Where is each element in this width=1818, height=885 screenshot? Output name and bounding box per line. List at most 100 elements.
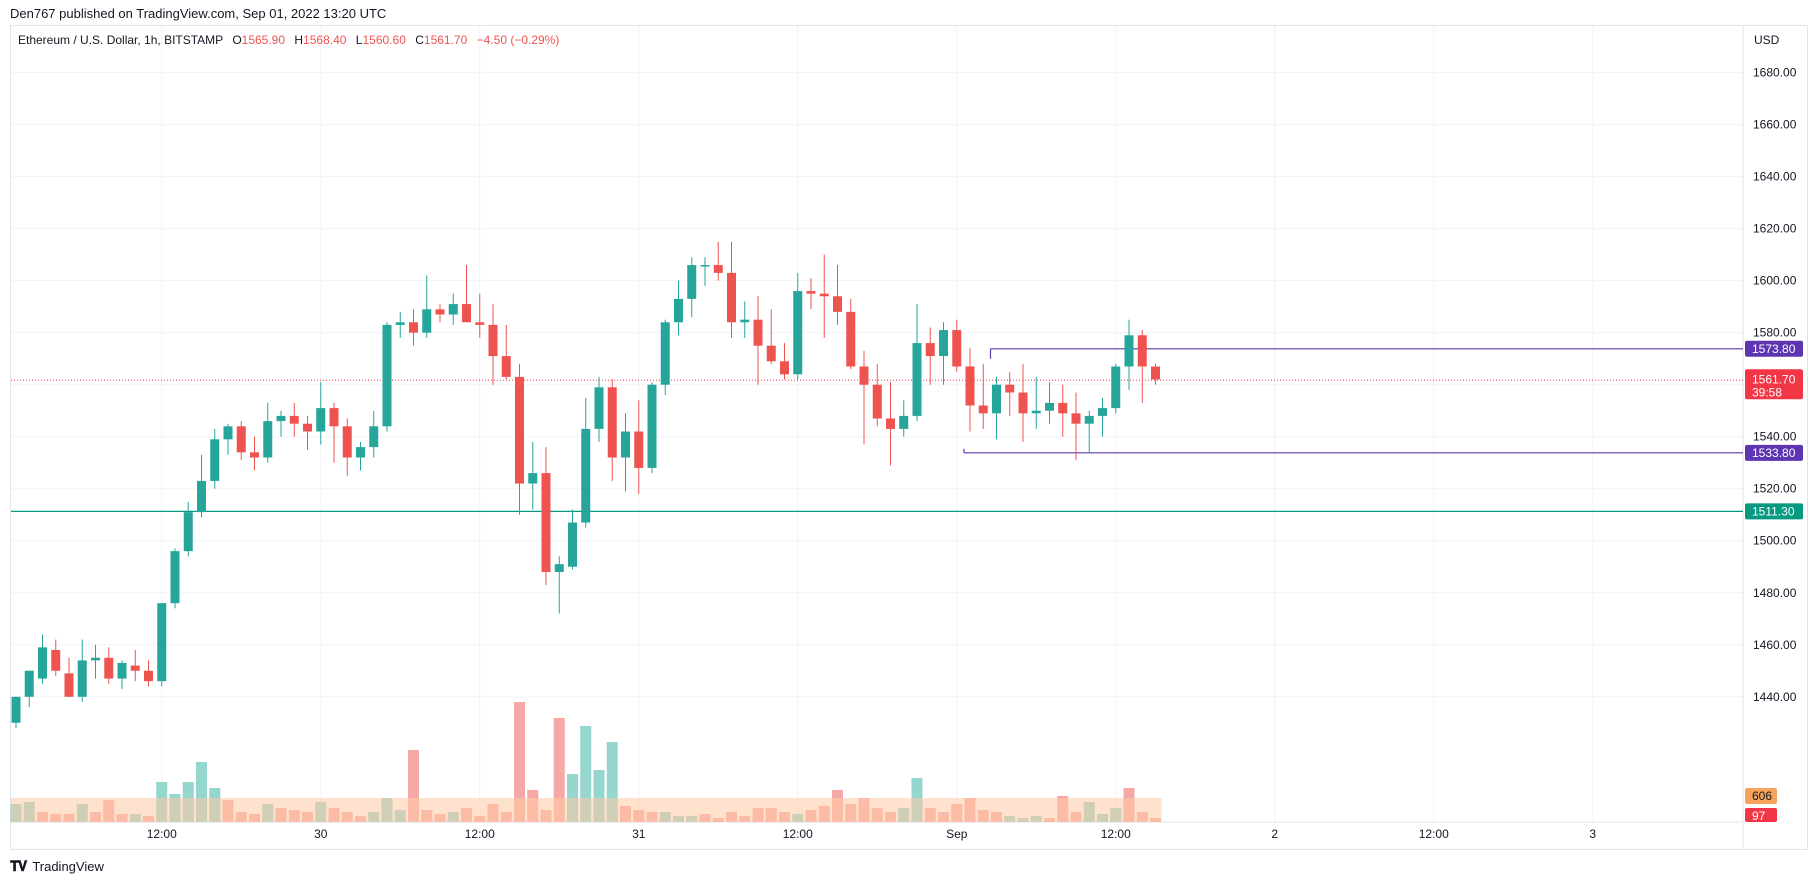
candle-body bbox=[740, 319, 750, 323]
high-value: 1568.40 bbox=[303, 33, 347, 47]
candle-body bbox=[197, 480, 206, 513]
last-price-badge-bg bbox=[1745, 369, 1803, 400]
candle-body bbox=[356, 447, 365, 458]
y-tick-label: 1500.00 bbox=[1753, 534, 1797, 548]
candle-body bbox=[117, 662, 127, 679]
y-tick-label: 1440.00 bbox=[1753, 690, 1797, 704]
candle-body bbox=[51, 649, 61, 671]
candle-body bbox=[700, 265, 710, 267]
candle-body bbox=[183, 512, 193, 552]
volume-bar bbox=[606, 742, 618, 822]
candle-body bbox=[382, 324, 392, 427]
price-level-badge-bg bbox=[1745, 340, 1803, 357]
candle-body bbox=[1137, 335, 1147, 367]
candle-body bbox=[395, 322, 405, 325]
y-tick-label: 1520.00 bbox=[1753, 482, 1797, 496]
volume-bar bbox=[580, 726, 592, 822]
x-tick-label: Sep bbox=[946, 827, 968, 841]
candle-body bbox=[846, 311, 856, 367]
candle-body bbox=[170, 551, 180, 604]
candle-body bbox=[1031, 410, 1041, 414]
price-level-badge: 1533.80 bbox=[1752, 446, 1796, 460]
candle-body bbox=[144, 670, 153, 682]
candle-body bbox=[24, 670, 34, 697]
candle-body bbox=[289, 415, 299, 424]
x-tick-label: 31 bbox=[632, 827, 646, 841]
candle-body bbox=[11, 696, 21, 723]
candle-body bbox=[528, 473, 538, 484]
candle-body bbox=[210, 439, 220, 481]
candle-body bbox=[1058, 402, 1068, 414]
candle-body bbox=[780, 361, 789, 375]
y-tick-label: 1620.00 bbox=[1753, 222, 1797, 236]
candle-body bbox=[223, 426, 233, 440]
candle-body bbox=[1098, 408, 1107, 416]
y-tick-label: 1460.00 bbox=[1753, 638, 1797, 652]
x-tick-label: 12:00 bbox=[465, 827, 495, 841]
candle-body bbox=[568, 522, 577, 567]
candle-body bbox=[250, 452, 259, 458]
low-value: 1560.60 bbox=[362, 33, 406, 47]
tradingview-logo-icon[interactable]: 𝐓𝐕 bbox=[10, 858, 27, 874]
candle-body bbox=[104, 657, 114, 679]
close-value: 1561.70 bbox=[423, 33, 468, 47]
candle-body bbox=[64, 673, 74, 697]
candle-body bbox=[594, 387, 604, 429]
candle-body bbox=[727, 272, 736, 323]
high-label: H bbox=[294, 33, 304, 47]
candle-body bbox=[1111, 366, 1121, 409]
candle-body bbox=[303, 423, 312, 432]
candle-body bbox=[674, 298, 683, 323]
volume-bar bbox=[196, 762, 207, 822]
x-tick-label: 12:00 bbox=[1419, 827, 1449, 841]
candle-body bbox=[952, 330, 962, 367]
candle-body bbox=[1005, 384, 1015, 393]
volume-ma-badge-bg bbox=[1745, 788, 1777, 804]
candle-body bbox=[329, 408, 339, 427]
candle-body bbox=[1071, 413, 1081, 424]
support-badge: 1511.30 bbox=[1752, 504, 1795, 518]
y-tick-label: 1580.00 bbox=[1753, 326, 1797, 340]
candle-body bbox=[448, 304, 458, 315]
symbol-name[interactable]: Ethereum / U.S. Dollar, 1h, BITSTAMP bbox=[18, 33, 223, 47]
price-level-badge-bg bbox=[1745, 444, 1803, 461]
candle-body bbox=[488, 324, 498, 357]
x-tick-label: 12:00 bbox=[1101, 827, 1131, 841]
low-label: L bbox=[355, 33, 363, 47]
candle-body bbox=[342, 426, 352, 458]
candle-body bbox=[833, 296, 842, 312]
open-value: 1565.90 bbox=[241, 33, 286, 47]
candle-body bbox=[872, 384, 882, 419]
candle-body bbox=[912, 343, 922, 416]
candle-body bbox=[886, 418, 895, 429]
candle-body bbox=[713, 265, 723, 273]
symbol-legend: Ethereum / U.S. Dollar, 1h, BITSTAMP O15… bbox=[18, 33, 559, 47]
brand-name[interactable]: TradingView bbox=[32, 859, 104, 874]
volume-ma-area bbox=[11, 798, 1162, 822]
y-tick-label: 1680.00 bbox=[1753, 66, 1797, 80]
publisher-caption: Den767 published on TradingView.com, Sep… bbox=[10, 6, 387, 21]
candle-body bbox=[1018, 392, 1028, 414]
last-volume-badge: 97 bbox=[1752, 809, 1766, 823]
candle-body bbox=[965, 366, 975, 406]
candle-body bbox=[369, 426, 379, 448]
x-tick-label: 12:00 bbox=[783, 827, 813, 841]
candle-body bbox=[1124, 335, 1134, 367]
candle-body bbox=[753, 319, 763, 346]
last-price-badge: 1561.70 bbox=[1752, 372, 1796, 386]
candle-body bbox=[939, 330, 948, 357]
volume-ma-badge: 606 bbox=[1752, 789, 1772, 803]
candle-body bbox=[621, 431, 630, 458]
candle-body bbox=[819, 293, 829, 297]
chart-frame[interactable] bbox=[10, 25, 1808, 850]
x-tick-label: 2 bbox=[1271, 827, 1278, 841]
candle-body bbox=[130, 665, 140, 671]
candle-body bbox=[475, 322, 485, 325]
y-tick-label: 1600.00 bbox=[1753, 274, 1797, 288]
candle-body bbox=[634, 431, 644, 468]
candle-body bbox=[1151, 366, 1160, 380]
candle-body bbox=[501, 356, 511, 377]
volume-bar bbox=[514, 702, 525, 822]
candle-body bbox=[316, 408, 326, 432]
